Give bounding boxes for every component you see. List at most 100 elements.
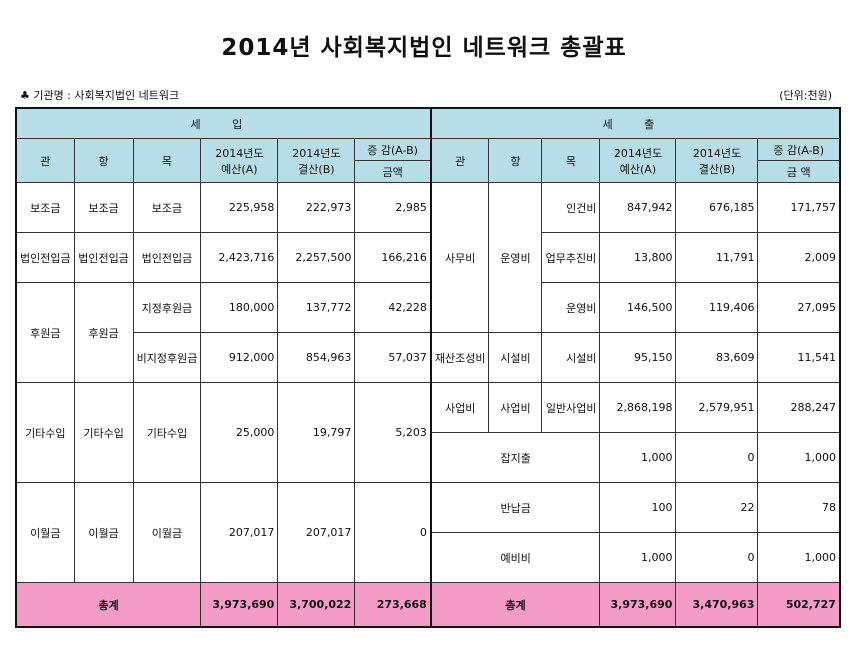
unit-label: (단위:천원) [779, 89, 832, 102]
cell: 57,037 [354, 332, 432, 383]
cell: 지정후원금 [132, 282, 202, 333]
cell: 83,609 [675, 332, 759, 383]
cell: 854,963 [277, 332, 356, 383]
budget-header-text: 2014년도 예산(A) [215, 146, 264, 176]
total-row: 총계 3,973,690 3,700,022 273,668 총계 3,973,… [15, 582, 841, 628]
cell: 재산조성비 [429, 332, 490, 383]
cell: 1,000 [599, 432, 677, 483]
cell: 222,973 [277, 182, 356, 233]
cell: 법인전입금 [132, 232, 202, 283]
cell: 502,727 [757, 582, 841, 628]
col-mok-exp: 목 [541, 138, 601, 183]
settle-header-text-exp: 2014년도 결산(B) [692, 146, 742, 176]
table-row: 이월금 이월금 이월금 207,017 207,017 0 반납금 100 22… [15, 482, 841, 583]
cell: 146,500 [599, 282, 677, 333]
col-budget: 2014년도 예산(A) [200, 138, 279, 183]
table-row: 비지정후원금 912,000 854,963 57,037 재산조성비 시설비 … [16, 332, 841, 383]
col-mok: 목 [132, 138, 202, 183]
budget-header-text-exp: 2014년도 예산(A) [613, 146, 663, 176]
col-settle: 2014년도 결산(B) [277, 138, 356, 183]
cell: 운영비 [488, 182, 543, 333]
cell: 사무비 [429, 182, 490, 333]
cell: 273,668 [354, 582, 432, 628]
table-row: 법인전입금 법인전입금 법인전입금 2,423,716 2,257,500 16… [15, 232, 841, 283]
cell: 2,009 [757, 232, 841, 283]
cell: 3,973,690 [599, 582, 677, 628]
cell: 시설비 [541, 332, 601, 383]
cell: 운영비 [541, 282, 601, 333]
total-label: 총계 [429, 582, 601, 628]
cell: 법인전입금 [15, 232, 75, 283]
cell: 1,000 [757, 532, 841, 583]
cell: 0 [354, 482, 432, 583]
cell: 1,000 [757, 432, 841, 483]
cell: 보조금 [15, 182, 75, 233]
cell: 225,958 [200, 182, 279, 233]
col-gwan-exp: 관 [429, 138, 490, 183]
cell: 22 [675, 482, 759, 533]
cell: 후원금 [15, 282, 75, 383]
cell: 2,868,198 [599, 382, 677, 433]
cell: 3,973,690 [200, 582, 279, 628]
cell: 171,757 [757, 182, 841, 233]
table-row: 후원금 후원금 지정후원금 180,000 137,772 42,228 운영비… [15, 282, 841, 383]
cell: 일반사업비 [541, 382, 601, 433]
cell: 보조금 [73, 182, 134, 233]
col-amount-exp: 금 액 [757, 160, 841, 183]
cell: 2,257,500 [277, 232, 356, 283]
cell: 19,797 [277, 382, 356, 483]
cell: 이월금 [73, 482, 134, 583]
cell: 후원금 [73, 282, 134, 383]
cell: 207,017 [200, 482, 279, 583]
col-amount: 금액 [354, 160, 432, 183]
col-budget-exp: 2014년도 예산(A) [599, 138, 677, 183]
cell: 847,942 [599, 182, 677, 233]
cell: 기타수입 [132, 382, 202, 483]
cell: 0 [675, 532, 759, 583]
cell: 42,228 [354, 282, 432, 333]
table-row: 예비비 1,000 0 1,000 [16, 532, 841, 583]
page-title: 2014년 사회복지법인 네트워크 총괄표 [221, 35, 627, 61]
cell: 보조금 [132, 182, 202, 233]
cell: 166,216 [354, 232, 432, 283]
cell: 11,541 [757, 332, 841, 383]
col-hang: 항 [73, 138, 134, 183]
cell: 13,800 [599, 232, 677, 283]
col-diff: 증 감(A-B) [354, 138, 432, 161]
cell: 95,150 [599, 332, 677, 383]
cell: 288,247 [757, 382, 841, 433]
cell: 27,095 [757, 282, 841, 333]
cell: 이월금 [132, 482, 202, 583]
table-row: 보조금 보조금 보조금 225,958 222,973 2,985 사무비 운영… [15, 182, 841, 333]
cell: 100 [599, 482, 677, 533]
cell: 11,791 [675, 232, 759, 283]
summary-table: 세 입 세 출 관 항 목 2014년도 예산(A) 2014년도 결산(B) … [15, 107, 841, 628]
cell: 25,000 [200, 382, 279, 483]
cell: 119,406 [675, 282, 759, 333]
cell: 기타수입 [73, 382, 134, 483]
settle-header-text: 2014년도 결산(B) [292, 146, 341, 176]
cell: 업무추진비 [541, 232, 601, 283]
cell: 기타수입 [15, 382, 75, 483]
cell: 180,000 [200, 282, 279, 333]
cell: 비지정후원금 [132, 332, 202, 383]
table-row: 잡지출 1,000 0 1,000 [16, 432, 841, 483]
cell: 반납금 [429, 482, 601, 533]
income-header: 세 입 [15, 107, 432, 139]
expense-header: 세 출 [429, 107, 841, 139]
cell: 912,000 [200, 332, 279, 383]
col-settle-exp: 2014년도 결산(B) [675, 138, 759, 183]
cell: 2,985 [354, 182, 432, 233]
cell: 78 [757, 482, 841, 533]
cell: 인건비 [541, 182, 601, 233]
cell: 법인전입금 [73, 232, 134, 283]
cell: 시설비 [488, 332, 543, 383]
cell: 잡지출 [429, 432, 601, 483]
cell: 이월금 [15, 482, 75, 583]
cell: 2,423,716 [200, 232, 279, 283]
cell: 1,000 [599, 532, 677, 583]
cell: 3,700,022 [277, 582, 356, 628]
cell: 676,185 [675, 182, 759, 233]
cell: 3,470,963 [675, 582, 759, 628]
cell: 2,579,951 [675, 382, 759, 433]
